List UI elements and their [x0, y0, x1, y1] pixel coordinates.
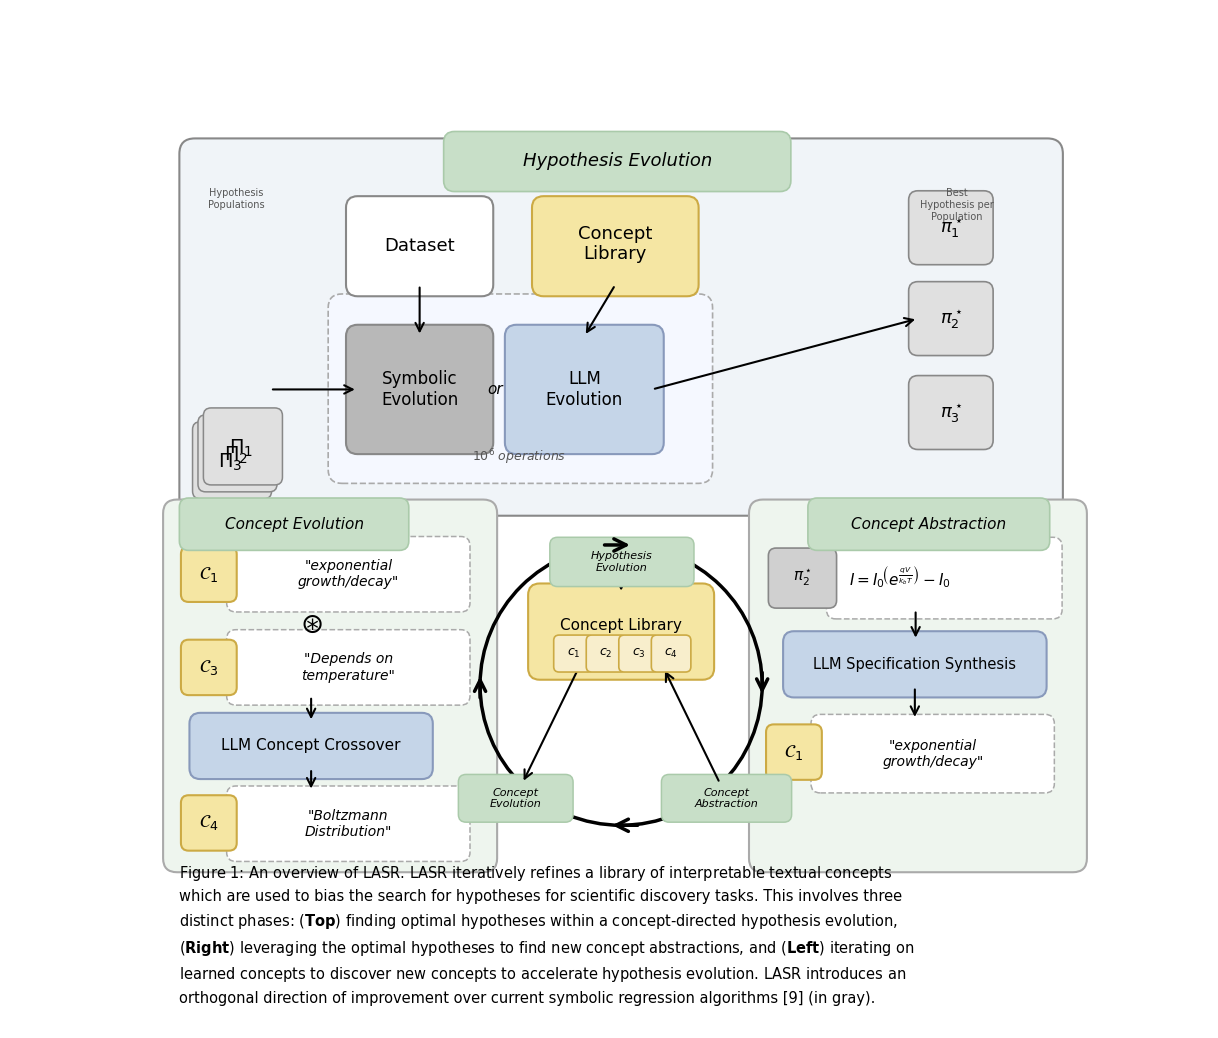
FancyBboxPatch shape	[443, 132, 790, 192]
Text: Hypothesis Evolution: Hypothesis Evolution	[523, 153, 711, 170]
FancyBboxPatch shape	[179, 138, 1063, 516]
Text: Concept Library: Concept Library	[560, 618, 682, 632]
FancyBboxPatch shape	[505, 325, 664, 454]
Text: Figure 1: An overview of L$\mathrm{ASR}$. L$\mathrm{ASR}$ iteratively refines a : Figure 1: An overview of L$\mathrm{ASR}$…	[179, 864, 915, 1006]
FancyBboxPatch shape	[619, 635, 658, 672]
FancyBboxPatch shape	[346, 325, 493, 454]
FancyBboxPatch shape	[529, 583, 714, 680]
Text: Hypothesis
Evolution: Hypothesis Evolution	[591, 551, 652, 573]
Text: Concept
Evolution: Concept Evolution	[490, 788, 542, 809]
FancyBboxPatch shape	[163, 499, 497, 872]
Text: $\mathcal{C}_3$: $\mathcal{C}_3$	[199, 658, 218, 677]
FancyBboxPatch shape	[769, 548, 837, 608]
FancyBboxPatch shape	[181, 795, 236, 851]
Text: $\pi_3^\star$: $\pi_3^\star$	[939, 401, 962, 425]
FancyBboxPatch shape	[827, 538, 1062, 619]
FancyBboxPatch shape	[181, 547, 236, 602]
Text: $\mathcal{C}_1$: $\mathcal{C}_1$	[200, 565, 218, 583]
FancyBboxPatch shape	[909, 376, 993, 449]
FancyBboxPatch shape	[346, 196, 493, 296]
Text: $c_3$: $c_3$	[632, 647, 646, 660]
Text: $\mathcal{C}_1$: $\mathcal{C}_1$	[784, 742, 804, 762]
Text: $\circledast$: $\circledast$	[300, 611, 323, 639]
Text: $\Pi_3$: $\Pi_3$	[218, 452, 242, 473]
Text: $I = I_0\!\left(e^{\frac{qV}{k_b T}}\right) - I_0$: $I = I_0\!\left(e^{\frac{qV}{k_b T}}\rig…	[849, 565, 951, 591]
Text: $\Pi_2$: $\Pi_2$	[224, 445, 248, 466]
Text: Concept Evolution: Concept Evolution	[224, 517, 364, 531]
Text: "exponential
growth/decay": "exponential growth/decay"	[882, 739, 983, 769]
FancyBboxPatch shape	[203, 408, 283, 485]
Text: LLM Specification Synthesis: LLM Specification Synthesis	[814, 657, 1016, 672]
Text: $\mathcal{C}_4$: $\mathcal{C}_4$	[199, 814, 219, 832]
FancyBboxPatch shape	[909, 281, 993, 356]
FancyBboxPatch shape	[190, 713, 432, 780]
Text: Concept Abstraction: Concept Abstraction	[851, 517, 1006, 531]
Text: $c_1$: $c_1$	[566, 647, 580, 660]
Text: Concept
Abstraction: Concept Abstraction	[694, 788, 759, 809]
Text: LLM
Evolution: LLM Evolution	[546, 370, 622, 409]
FancyBboxPatch shape	[179, 498, 409, 550]
Text: $10^6$ operations: $10^6$ operations	[471, 447, 566, 467]
Text: "Boltzmann
Distribution": "Boltzmann Distribution"	[304, 809, 392, 839]
Text: $\Pi_1$: $\Pi_1$	[229, 438, 253, 460]
Text: $\pi_2^\star$: $\pi_2^\star$	[939, 307, 962, 330]
FancyBboxPatch shape	[909, 191, 993, 265]
Text: "exponential
growth/decay": "exponential growth/decay"	[297, 559, 400, 590]
Text: $\pi_1^\star$: $\pi_1^\star$	[939, 216, 962, 239]
FancyBboxPatch shape	[766, 725, 822, 780]
FancyBboxPatch shape	[192, 421, 272, 499]
FancyBboxPatch shape	[749, 499, 1086, 872]
FancyBboxPatch shape	[227, 786, 470, 862]
FancyBboxPatch shape	[227, 537, 470, 612]
Text: LLM Concept Crossover: LLM Concept Crossover	[222, 738, 401, 754]
FancyBboxPatch shape	[532, 196, 699, 296]
FancyBboxPatch shape	[328, 294, 713, 484]
Text: "Depends on
temperature": "Depends on temperature"	[301, 652, 396, 683]
FancyBboxPatch shape	[227, 630, 470, 705]
Text: Concept
Library: Concept Library	[579, 224, 653, 264]
FancyBboxPatch shape	[811, 714, 1055, 793]
Text: $c_2$: $c_2$	[599, 647, 613, 660]
Text: $\pi_2^\star$: $\pi_2^\star$	[793, 568, 812, 589]
FancyBboxPatch shape	[661, 774, 792, 822]
FancyBboxPatch shape	[549, 538, 694, 586]
FancyBboxPatch shape	[199, 415, 276, 492]
FancyBboxPatch shape	[652, 635, 691, 672]
FancyBboxPatch shape	[808, 498, 1050, 550]
Text: Best
Hypothesis per
Population: Best Hypothesis per Population	[920, 189, 994, 222]
FancyBboxPatch shape	[458, 774, 574, 822]
FancyBboxPatch shape	[181, 639, 236, 695]
Text: Hypothesis
Populations: Hypothesis Populations	[207, 189, 264, 210]
FancyBboxPatch shape	[554, 635, 593, 672]
Text: Dataset: Dataset	[385, 238, 456, 255]
Text: $c_4$: $c_4$	[664, 647, 678, 660]
Text: or: or	[487, 382, 503, 397]
Text: Symbolic
Evolution: Symbolic Evolution	[381, 370, 458, 409]
FancyBboxPatch shape	[586, 635, 626, 672]
FancyBboxPatch shape	[783, 631, 1046, 698]
